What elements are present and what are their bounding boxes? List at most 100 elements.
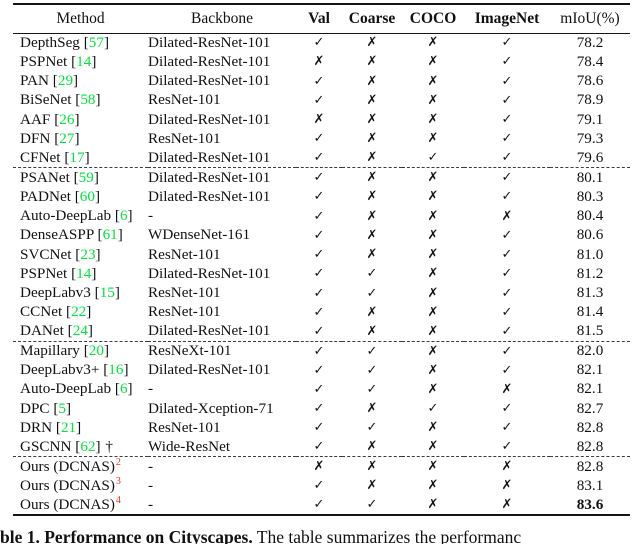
val-mark-cell: ✓ xyxy=(313,35,325,51)
citation-link[interactable]: 6 xyxy=(119,380,128,398)
method-label: DANet xyxy=(20,322,64,340)
coco-mark-cell: ✗ xyxy=(427,420,439,436)
citation: [15] xyxy=(90,284,120,302)
table-header: Method Backbone Val Coarse COCO ImageNet… xyxy=(13,4,630,34)
val-mark-cell: ✓ xyxy=(313,343,325,359)
coco-mark-cell: ✗ xyxy=(427,170,439,186)
table-row: DenseASPP [61] WDenseNet-161 ✓ ✗ ✗ ✓ 80.… xyxy=(13,226,630,245)
citation: [26] xyxy=(50,110,80,128)
val-mark-cell: ✓ xyxy=(313,170,325,186)
table-row: DANet [24] Dilated-ResNet-101 ✓ ✗ ✗ ✓ 81… xyxy=(13,321,630,342)
val-mark-cell: ✓ xyxy=(296,437,342,458)
citation-link[interactable]: 16 xyxy=(108,361,124,379)
coarse-mark-cell: ✗ xyxy=(366,401,378,417)
coarse-mark-cell: ✗ xyxy=(366,170,378,186)
citation-link[interactable]: 5 xyxy=(58,399,66,417)
method-label: DPC xyxy=(20,399,50,417)
citation-link[interactable]: 60 xyxy=(79,187,95,205)
citation-link[interactable]: 58 xyxy=(80,91,96,109)
citation-link[interactable]: 24 xyxy=(72,322,88,340)
method-cell: GSCNN [62] † xyxy=(13,437,148,458)
backbone-cell: Dilated-ResNet-101 xyxy=(148,33,271,51)
citation-link[interactable]: 61 xyxy=(102,226,118,244)
citation-link[interactable]: 22 xyxy=(71,303,87,321)
citation-link[interactable]: 20 xyxy=(88,342,104,360)
imagenet-mark-cell: ✓ xyxy=(501,227,513,243)
backbone-cell: - xyxy=(148,457,154,475)
imagenet-mark-cell: ✓ xyxy=(501,304,513,320)
method-label: CFNet xyxy=(20,148,61,166)
method-label: DepthSeg xyxy=(20,33,80,51)
backbone-cell: - xyxy=(148,476,154,494)
coarse-mark-cell: ✗ xyxy=(366,54,378,70)
coarse-mark-cell: ✗ xyxy=(366,459,378,475)
citation-link[interactable]: 14 xyxy=(76,52,92,70)
citation: [6] xyxy=(111,380,133,398)
coarse-mark-cell: ✓ xyxy=(366,285,378,301)
method-cell: SVCNet [23] xyxy=(13,245,148,264)
val-mark-cell: ✓ xyxy=(313,401,325,417)
backbone-cell: ResNeXt-101 xyxy=(148,342,232,360)
table-row: PSPNet [14] Dilated-ResNet-101 ✓ ✓ ✗ ✓ 8… xyxy=(13,264,630,283)
imagenet-mark-cell: ✗ xyxy=(501,208,513,224)
citation-link[interactable]: 26 xyxy=(59,110,75,128)
val-mark-cell: ✓ xyxy=(313,478,325,494)
citation-link[interactable]: 27 xyxy=(59,129,75,147)
miou-cell: 79.6 xyxy=(550,148,630,169)
val-mark-cell: ✓ xyxy=(313,247,325,263)
imagenet-mark-cell: ✗ xyxy=(501,478,513,494)
table-row: Auto-DeepLab [6] - ✓ ✓ ✗ ✗ 82.1 xyxy=(13,380,630,399)
coarse-mark-cell: ✓ xyxy=(366,362,378,378)
citation-link[interactable]: 59 xyxy=(78,168,94,186)
citation-link[interactable]: 29 xyxy=(57,72,74,90)
table-row: DepthSeg [57] Dilated-ResNet-101 ✓ ✗ ✗ ✓… xyxy=(13,33,630,52)
val-mark-cell: ✓ xyxy=(313,497,325,512)
miou-cell: 82.0 xyxy=(576,342,604,360)
imagenet-mark-cell: ✓ xyxy=(464,148,550,169)
method-cell: Auto-DeepLab [6] xyxy=(13,380,148,399)
table-row: Auto-DeepLab [6] - ✓ ✗ ✗ ✗ 80.4 xyxy=(13,206,630,225)
table-row: DeepLabv3 [15] ResNet-101 ✓ ✓ ✗ ✓ 81.3 xyxy=(13,283,630,302)
citation: [27] xyxy=(50,129,80,147)
backbone-cell: Dilated-ResNet-101 xyxy=(148,72,271,90)
coarse-mark-cell: ✗ xyxy=(366,131,378,147)
citation-link[interactable]: 14 xyxy=(76,264,92,282)
coco-mark-cell: ✗ xyxy=(402,321,464,342)
miou-cell: 80.3 xyxy=(576,187,604,205)
method-label: Ours (DCNAS) xyxy=(20,476,115,494)
backbone-cell: - xyxy=(148,495,154,513)
table-row: GSCNN [62] † Wide-ResNet ✓ ✗ ✗ ✓ 82.8 xyxy=(13,437,630,458)
imagenet-mark-cell: ✓ xyxy=(501,285,513,301)
method-cell: DANet [24] xyxy=(13,321,148,342)
method-label: DeepLabv3+ xyxy=(20,361,100,379)
method-label: Ours (DCNAS) xyxy=(20,495,115,513)
coco-mark-cell: ✗ xyxy=(427,227,439,243)
val-mark-cell: ✓ xyxy=(313,73,325,89)
citation: [62] xyxy=(71,437,101,455)
citation-link[interactable]: 57 xyxy=(88,33,104,51)
citation: [60] xyxy=(70,187,101,205)
miou-cell: 83.1 xyxy=(576,476,604,494)
citation-link[interactable]: 6 xyxy=(119,207,128,225)
backbone-cell: Dilated-ResNet-101 xyxy=(148,52,271,70)
method-label: Auto-DeepLab xyxy=(20,380,112,398)
method-label: PAN xyxy=(20,72,49,90)
imagenet-mark-cell: ✗ xyxy=(501,497,513,512)
miou-cell: 80.4 xyxy=(576,207,604,225)
table-row: SVCNet [23] ResNet-101 ✓ ✗ ✗ ✓ 81.0 xyxy=(13,245,630,264)
citation-link[interactable]: 62 xyxy=(80,437,96,455)
method-cell: PSPNet [14] xyxy=(13,264,148,283)
citation-link[interactable]: 17 xyxy=(69,148,85,166)
method-cell: DeepLabv3+ [16] xyxy=(13,361,148,380)
footnote-superscript: 3 xyxy=(115,476,121,487)
imagenet-mark-cell: ✓ xyxy=(501,73,513,89)
citation-link[interactable]: 15 xyxy=(99,284,115,302)
caption-text: The table summarizes the performanc xyxy=(252,527,522,544)
backbone-cell: ResNet-101 xyxy=(148,284,221,302)
citation: [24] xyxy=(63,322,93,340)
citation-link[interactable]: 21 xyxy=(60,418,77,436)
citation-link[interactable]: 23 xyxy=(80,245,96,263)
coarse-mark-cell: ✗ xyxy=(342,437,402,458)
coco-mark-cell: ✗ xyxy=(427,54,439,70)
miou-cell: 83.6 xyxy=(576,495,604,513)
